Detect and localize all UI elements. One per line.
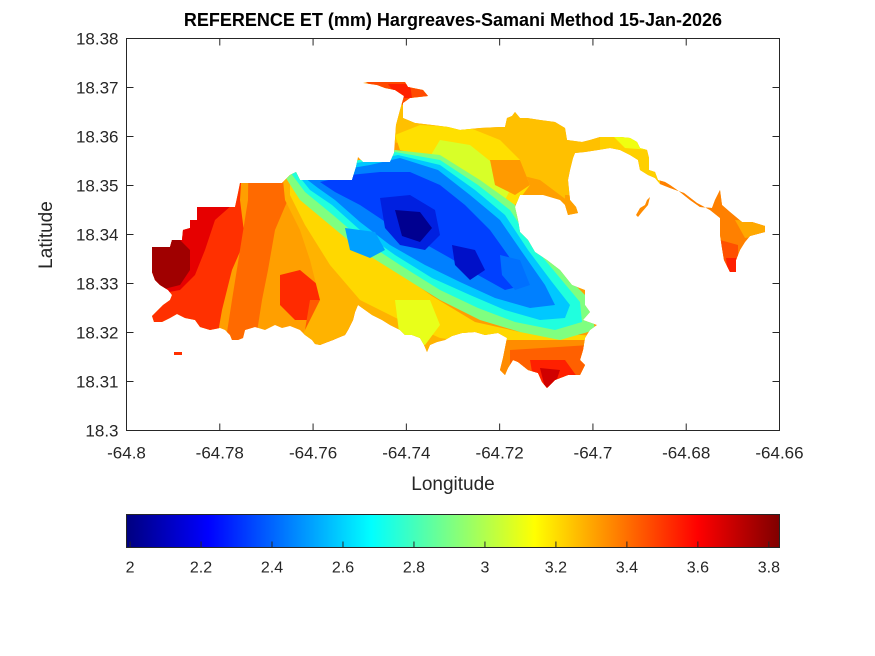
contour-level-3.35b	[490, 160, 530, 195]
contour-level-2.45	[345, 228, 385, 258]
contour-level-2.1	[452, 245, 485, 280]
x-tick-label: -64.68	[662, 444, 710, 463]
colorbar	[126, 514, 780, 548]
y-tick-label: 18.37	[76, 79, 119, 98]
chart-title: REFERENCE ET (mm) Hargreaves-Samani Meth…	[184, 10, 722, 30]
colorbar-tick-label: 2	[126, 560, 135, 577]
y-tick-label: 18.34	[76, 226, 119, 245]
y-axis-label: Latitude	[36, 201, 57, 269]
x-tick-label: -64.72	[476, 444, 524, 463]
contour-level-2.0	[395, 210, 432, 242]
contour-level-3.65c	[388, 84, 412, 98]
x-tick-label: -64.74	[382, 444, 430, 463]
y-tick-label: 18.35	[76, 177, 119, 196]
x-tick-label: -64.7	[574, 444, 613, 463]
x-tick-label: -64.76	[289, 444, 337, 463]
contour-level-3.8	[152, 230, 190, 290]
y-tick-label: 18.38	[76, 30, 119, 49]
contour-level-2.35	[500, 255, 530, 290]
colorbar-ticks: 2 2.2 2.4 2.6 2.8 3 3.2 3.4 3.6 3.8	[126, 541, 780, 577]
map-plot-area: -64.8 -64.78 -64.76 -64.74 -64.72 -64.7 -64.68…	[76, 30, 804, 463]
colorbar-tick-label: 3.6	[687, 560, 709, 577]
colorbar-tick-label: 2.8	[403, 560, 425, 577]
colorbar-tick-label: 2.6	[332, 560, 354, 577]
y-tick-label: 18.31	[76, 373, 119, 392]
x-tick-label: -64.8	[107, 444, 146, 463]
colorbar-tick-label: 2.2	[190, 560, 212, 577]
y-tick-label: 18.33	[76, 275, 119, 294]
x-tick-label: -64.78	[196, 444, 244, 463]
x-axis-label: Longitude	[411, 474, 494, 495]
colorbar-tick-label: 3.2	[545, 560, 567, 577]
contour-level-3.3	[735, 220, 765, 238]
contour-level-3.05	[395, 300, 440, 345]
y-tick-label: 18.32	[76, 324, 119, 343]
colorbar-tick-label: 3.8	[758, 560, 780, 577]
colorbar-tick-label: 2.4	[261, 560, 283, 577]
x-axis: -64.8 -64.78 -64.76 -64.74 -64.72 -64.7 -64.68…	[107, 38, 804, 463]
y-tick-label: 18.3	[85, 422, 118, 441]
islet	[636, 197, 650, 217]
y-tick-label: 18.36	[76, 128, 119, 147]
islet	[174, 352, 182, 355]
colorbar-tick-label: 3.4	[616, 560, 638, 577]
contour-level-3.25	[260, 168, 600, 388]
y-axis: 18.3 18.31 18.32 18.33 18.34 18.35 18.36 18.37 1…	[76, 30, 780, 441]
x-tick-label: -64.66	[755, 444, 803, 463]
colorbar-tick-label: 3	[480, 560, 489, 577]
